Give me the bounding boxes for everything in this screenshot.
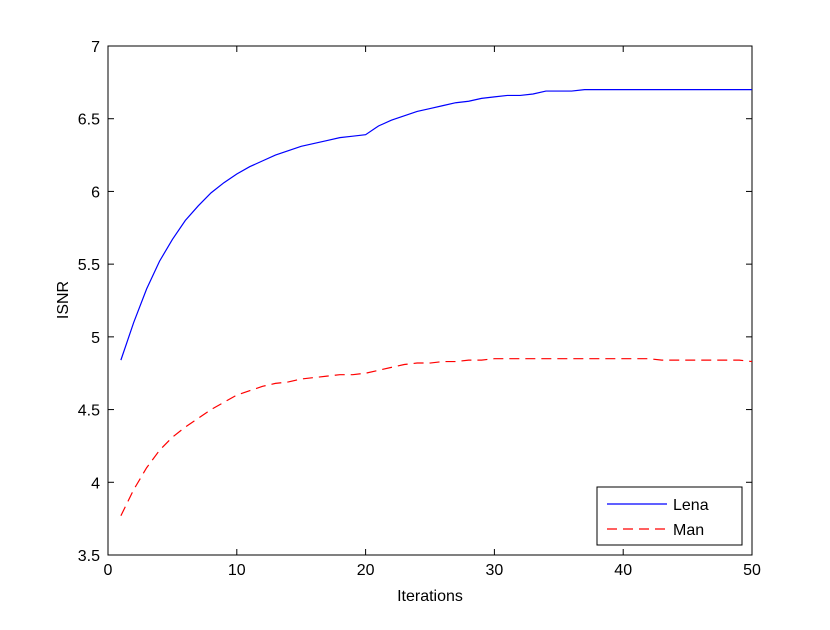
x-tick-label: 20 (357, 562, 375, 579)
y-tick-label: 7 (91, 39, 100, 56)
y-tick-label: 6 (91, 184, 100, 201)
data-line (120, 89, 752, 361)
y-tick-label: 3.5 (78, 548, 100, 565)
x-tick-label: 10 (228, 562, 246, 579)
y-tick-label: 6.5 (78, 112, 100, 129)
y-tick-label: 5 (91, 330, 100, 347)
x-axis-label: Iterations (397, 588, 463, 605)
plot-frame (107, 45, 753, 556)
legend-box (596, 486, 743, 546)
y-tick-label: 5.5 (78, 257, 100, 274)
legend-label: Man (673, 522, 704, 539)
y-tick-label: 4.5 (78, 403, 100, 420)
legend-label: Lena (673, 497, 709, 514)
x-tick-label: 50 (743, 562, 761, 579)
x-tick-label: 40 (614, 562, 632, 579)
x-tick-label: 0 (104, 562, 113, 579)
x-tick-label: 30 (486, 562, 504, 579)
data-line (120, 358, 753, 516)
y-tick-label: 4 (91, 475, 100, 492)
y-axis-label: ISNR (55, 281, 72, 319)
